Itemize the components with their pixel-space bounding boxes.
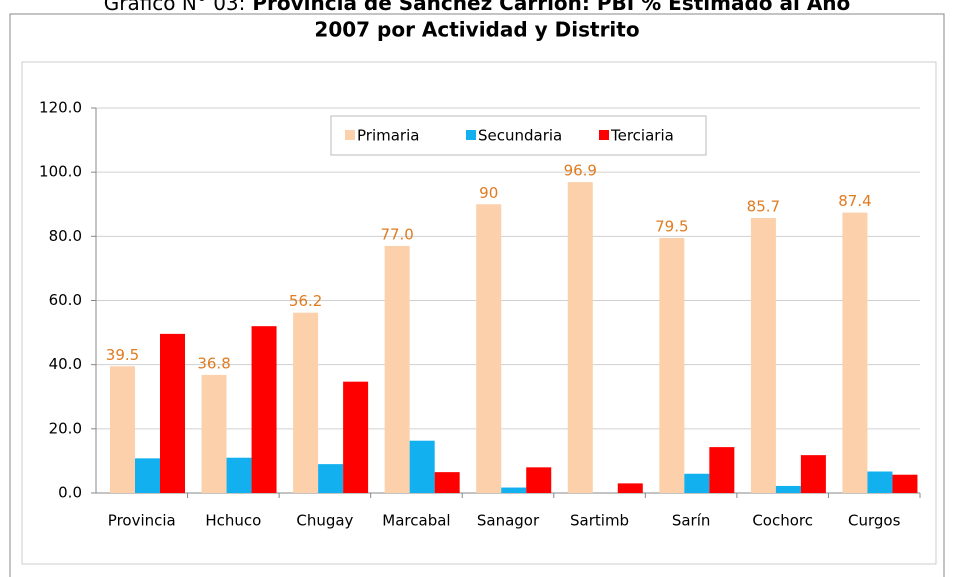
legend bbox=[330, 115, 707, 156]
chart-title: Gráfico N° 03: Provincia de Sánchez Carr… bbox=[104, 0, 851, 15]
bar bbox=[293, 312, 319, 493]
x-tick-label: Cochorc bbox=[752, 512, 813, 530]
chart-title: 2007 por Actividad y Distrito bbox=[314, 18, 639, 42]
x-tick-label: Chugay bbox=[296, 512, 353, 530]
legend-swatch bbox=[599, 130, 609, 140]
bar bbox=[135, 458, 160, 493]
x-tick-label: Sarín bbox=[672, 512, 711, 530]
y-tick-label: 60.0 bbox=[49, 291, 82, 309]
bar bbox=[750, 218, 776, 493]
data-label: 36.8 bbox=[197, 354, 230, 372]
y-tick-label: 20.0 bbox=[49, 419, 82, 437]
data-label: 39.5 bbox=[106, 346, 139, 364]
bar bbox=[892, 474, 918, 493]
data-label: 77.0 bbox=[380, 225, 413, 243]
data-label: 87.4 bbox=[838, 192, 871, 210]
y-tick-label: 120.0 bbox=[39, 99, 82, 117]
bar bbox=[476, 204, 502, 493]
bar bbox=[567, 182, 593, 494]
legend-label: Primaria bbox=[357, 127, 419, 145]
data-label: 90 bbox=[479, 184, 498, 202]
legend-label: Terciaria bbox=[610, 127, 674, 145]
bar bbox=[617, 483, 643, 493]
bar bbox=[160, 333, 185, 493]
title-backdrop bbox=[10, 0, 944, 13]
bar bbox=[526, 467, 552, 493]
y-tick-label: 80.0 bbox=[49, 227, 82, 245]
bar bbox=[434, 472, 460, 493]
bar bbox=[709, 447, 735, 493]
x-tick-label: Marcabal bbox=[382, 512, 450, 530]
x-tick-label: Sartimb bbox=[570, 512, 629, 530]
legend-label: Secundaria bbox=[478, 127, 562, 145]
bar bbox=[318, 464, 344, 493]
bar bbox=[110, 366, 135, 493]
bar bbox=[775, 485, 801, 493]
bar bbox=[659, 237, 685, 493]
x-tick-label: Provincia bbox=[108, 512, 176, 530]
title-prefix: Gráfico N° 03: bbox=[104, 0, 246, 15]
data-label: 79.5 bbox=[655, 217, 688, 235]
data-label: 96.9 bbox=[564, 162, 597, 180]
bar bbox=[384, 245, 410, 493]
bar bbox=[842, 212, 868, 493]
bar bbox=[867, 471, 893, 493]
legend-swatch bbox=[345, 130, 355, 140]
x-tick-label: Hchuco bbox=[205, 512, 261, 530]
bar bbox=[800, 455, 826, 493]
y-tick-label: 100.0 bbox=[39, 163, 82, 181]
bar bbox=[251, 326, 277, 493]
bar bbox=[409, 440, 435, 493]
data-label: 85.7 bbox=[747, 198, 780, 216]
bar bbox=[226, 457, 252, 493]
bar bbox=[684, 473, 710, 493]
legend-swatch bbox=[466, 130, 476, 140]
title-line: Provincia de Sánchez Carrión: PBI % Esti… bbox=[252, 0, 850, 15]
x-tick-label: Curgos bbox=[848, 512, 901, 530]
bar bbox=[501, 487, 527, 493]
bar bbox=[201, 374, 227, 493]
bar bbox=[343, 381, 369, 493]
data-label: 56.2 bbox=[289, 292, 322, 310]
y-tick-label: 0.0 bbox=[58, 484, 82, 502]
x-tick-label: Sanagor bbox=[477, 512, 540, 530]
y-tick-label: 40.0 bbox=[49, 355, 82, 373]
